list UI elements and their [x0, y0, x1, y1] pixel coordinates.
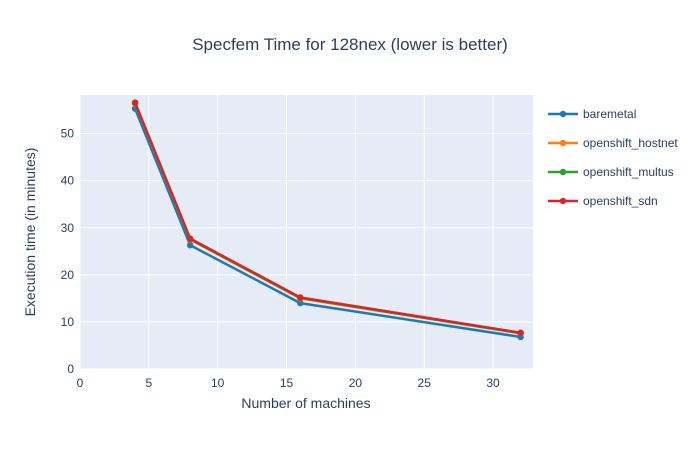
- series-marker-baremetal[interactable]: [297, 299, 304, 307]
- legend-item-baremetal[interactable]: baremetal: [548, 104, 678, 124]
- series-marker-openshift_sdn[interactable]: [517, 329, 524, 336]
- legend-swatch-openshift_sdn: [548, 197, 578, 205]
- x-tick-label-30: 30: [486, 376, 500, 390]
- chart-title: Specfem Time for 128nex (lower is better…: [192, 35, 508, 54]
- x-tick-label-10: 10: [211, 376, 225, 390]
- x-axis-title: Number of machines: [241, 395, 371, 411]
- x-tick-label-25: 25: [418, 376, 432, 390]
- legend-label-openshift_hostnet: openshift_hostnet: [583, 136, 678, 150]
- legend-label-openshift_sdn: openshift_sdn: [583, 194, 658, 208]
- legend-swatch-baremetal: [548, 110, 578, 118]
- legend-marker-openshift_sdn: [559, 197, 567, 205]
- x-tick-label-5: 5: [146, 376, 153, 390]
- series-openshift_sdn[interactable]: [131, 99, 524, 336]
- series-line-openshift_sdn[interactable]: [133, 102, 521, 334]
- x-tick-label-15: 15: [280, 376, 294, 390]
- legend-marker-openshift_multus: [559, 168, 567, 176]
- legend-item-openshift_hostnet[interactable]: openshift_hostnet: [548, 133, 678, 153]
- legend: baremetal openshift_hostnet openshift_mult…: [548, 104, 678, 211]
- legend-swatch-openshift_multus: [548, 168, 578, 176]
- y-tick-label-20: 20: [61, 268, 75, 282]
- series-line-baremetal[interactable]: [133, 108, 521, 339]
- legend-marker-openshift_hostnet: [559, 139, 567, 147]
- y-tick-label-0: 0: [67, 362, 74, 376]
- legend-item-openshift_multus[interactable]: openshift_multus: [548, 162, 678, 182]
- x-tick-label-20: 20: [349, 376, 363, 390]
- legend-swatch-openshift_hostnet: [548, 139, 578, 147]
- x-tick-label-0: 0: [77, 376, 84, 390]
- legend-label-openshift_multus: openshift_multus: [583, 165, 674, 179]
- series-marker-openshift_sdn[interactable]: [186, 235, 194, 242]
- legend-label-baremetal: baremetal: [583, 107, 637, 121]
- y-tick-label-30: 30: [61, 221, 75, 235]
- y-tick-label-50: 50: [61, 127, 75, 141]
- y-tick-label-10: 10: [61, 315, 75, 329]
- series-marker-baremetal[interactable]: [186, 241, 194, 249]
- y-tick-label-40: 40: [61, 174, 75, 188]
- series-marker-openshift_sdn[interactable]: [131, 99, 139, 106]
- y-axis-title: Execution time (in minutes): [22, 147, 38, 317]
- legend-marker-baremetal: [559, 110, 567, 118]
- legend-item-openshift_sdn[interactable]: openshift_sdn: [548, 191, 678, 211]
- series-marker-openshift_sdn[interactable]: [297, 294, 304, 301]
